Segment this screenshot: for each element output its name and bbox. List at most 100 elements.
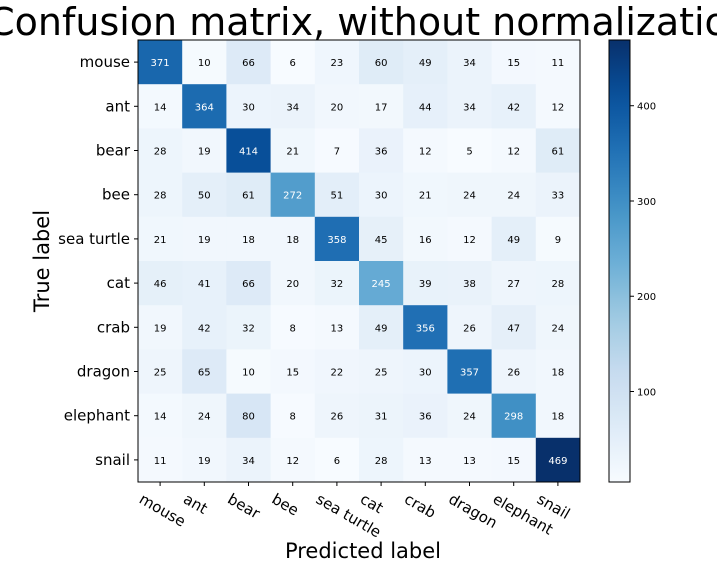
- matrix-cell: [359, 172, 404, 218]
- matrix-cell-value: 46: [154, 279, 167, 290]
- matrix-cell-value: 15: [507, 58, 520, 69]
- matrix-cell-value: 15: [286, 368, 299, 379]
- matrix-cell: [491, 349, 537, 395]
- matrix-cell: [182, 305, 227, 350]
- matrix-cell-value: 34: [463, 58, 476, 69]
- matrix-cell: [403, 349, 448, 395]
- colorbar-tick-label: 200: [637, 292, 656, 303]
- matrix-frame: [137, 39, 581, 483]
- matrix-cell: [447, 261, 493, 306]
- matrix-cell: [270, 261, 316, 306]
- matrix-cell-value: 36: [419, 412, 432, 423]
- y-tick-label: bear: [96, 142, 131, 160]
- matrix-cell: [403, 437, 448, 483]
- matrix-cell: [314, 349, 360, 395]
- matrix-cell: [535, 349, 581, 395]
- matrix-cell: [314, 128, 360, 174]
- matrix-cell: [535, 261, 581, 306]
- matrix-cell: [447, 305, 493, 350]
- matrix-cell: [270, 437, 316, 483]
- matrix-cell-value: 65: [198, 368, 211, 379]
- matrix-cell-value: 25: [375, 368, 388, 379]
- matrix-cell: [403, 84, 448, 129]
- matrix-cell: [226, 437, 272, 483]
- matrix-cell: [535, 216, 581, 262]
- matrix-cell-value: 8: [290, 412, 296, 423]
- matrix-cell-value: 49: [375, 323, 388, 334]
- matrix-cell-value: 13: [463, 456, 476, 467]
- matrix-cell-value: 21: [154, 235, 167, 246]
- y-tick-label: snail: [95, 451, 130, 469]
- matrix-cell-value: 14: [154, 412, 167, 423]
- matrix-cell: [314, 84, 360, 129]
- matrix-cell: [138, 349, 183, 395]
- matrix-cell-value: 12: [507, 147, 520, 158]
- matrix-cell-value: 26: [507, 368, 520, 379]
- x-axis-label: Predicted label: [285, 539, 441, 563]
- matrix-cell: [314, 393, 360, 439]
- matrix-cell-value: 66: [242, 58, 255, 69]
- matrix-cell-value: 15: [507, 456, 520, 467]
- matrix-cell: [403, 172, 448, 218]
- matrix-cell-value: 12: [286, 456, 299, 467]
- matrix-cell: [182, 261, 227, 306]
- matrix-cell: [535, 84, 581, 129]
- matrix-cell-value: 31: [375, 412, 388, 423]
- matrix-cell-value: 28: [375, 456, 388, 467]
- matrix-cell-value: 66: [242, 279, 255, 290]
- matrix-cell: [447, 393, 493, 439]
- matrix-cell-value: 357: [460, 368, 479, 379]
- matrix-cell: [403, 261, 448, 306]
- matrix-cell: [182, 437, 227, 483]
- matrix-cell: [270, 393, 316, 439]
- matrix-cell-value: 61: [552, 147, 565, 158]
- matrix-cell: [270, 40, 316, 85]
- matrix-cell-value: 18: [552, 368, 565, 379]
- matrix-cell: [491, 128, 537, 174]
- y-tick-label: crab: [97, 318, 130, 336]
- matrix-cell: [359, 128, 404, 174]
- matrix-cell: [403, 40, 448, 85]
- matrix-cell-value: 19: [198, 456, 211, 467]
- matrix-cell-value: 9: [555, 235, 561, 246]
- matrix-cell: [226, 261, 272, 306]
- y-tick-label: elephant: [64, 407, 130, 425]
- matrix-cell: [447, 437, 493, 483]
- matrix-cell-value: 5: [466, 147, 472, 158]
- matrix-cell: [314, 437, 360, 483]
- matrix-cell: [359, 437, 404, 483]
- matrix-cell: [535, 393, 581, 439]
- matrix-cell-value: 11: [552, 58, 565, 69]
- matrix-cell-value: 13: [331, 323, 344, 334]
- matrix-cell: [226, 393, 272, 439]
- x-tick-label: dragon: [446, 490, 501, 532]
- matrix-cell-value: 24: [552, 323, 565, 334]
- x-tick-label: mouse: [136, 490, 189, 531]
- matrix-cell-value: 28: [154, 191, 167, 202]
- matrix-cell-value: 30: [419, 368, 432, 379]
- matrix-cell: [491, 437, 537, 483]
- matrix-cell-value: 17: [375, 102, 388, 113]
- matrix-cell: [491, 40, 537, 85]
- matrix-cell-value: 34: [463, 102, 476, 113]
- matrix-cell: [182, 84, 227, 129]
- matrix-cell-value: 20: [331, 102, 344, 113]
- colorbar-ticks: 100 200 300 400: [630, 102, 656, 399]
- matrix-cell: [535, 128, 581, 174]
- matrix-cell-value: 36: [375, 147, 388, 158]
- y-tick-label: ant: [105, 97, 130, 115]
- matrix-cell-value: 32: [242, 323, 255, 334]
- x-tick-label: crab: [401, 490, 439, 522]
- matrix-cell-value: 49: [507, 235, 520, 246]
- matrix-cell: [359, 349, 404, 395]
- matrix-cell-value: 18: [552, 412, 565, 423]
- matrix-cell-value: 25: [154, 368, 167, 379]
- matrix-cell-value: 364: [195, 102, 214, 113]
- matrix-cell: [314, 40, 360, 85]
- matrix-cell-value: 49: [419, 58, 432, 69]
- y-tick-label: cat: [107, 274, 130, 292]
- matrix-cell-value: 39: [419, 279, 432, 290]
- matrix-cell: [182, 128, 227, 174]
